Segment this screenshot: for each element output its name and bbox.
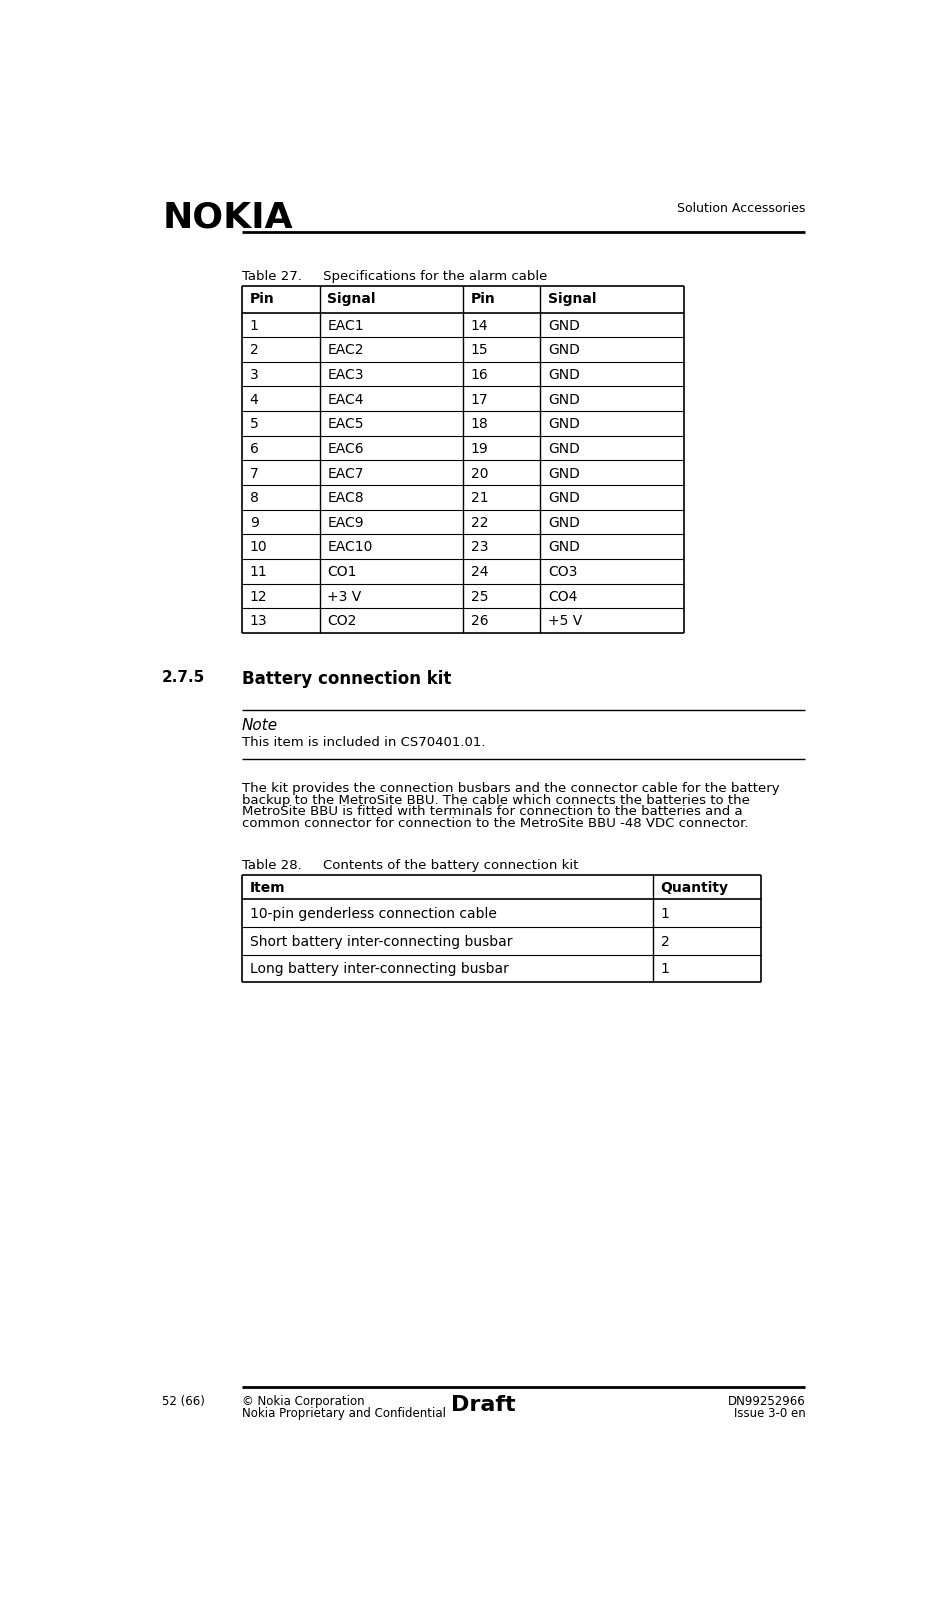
Text: 11: 11 (250, 565, 267, 580)
Text: 21: 21 (471, 492, 488, 505)
Text: 8: 8 (250, 492, 259, 505)
Text: 5: 5 (250, 417, 259, 431)
Text: Pin: Pin (250, 292, 275, 305)
Text: 4: 4 (250, 393, 259, 407)
Text: 2: 2 (661, 934, 669, 949)
Text: 16: 16 (471, 367, 488, 382)
Text: This item is included in CS70401.01.: This item is included in CS70401.01. (242, 736, 485, 749)
Text: MetroSite BBU is fitted with terminals for connection to the batteries and a: MetroSite BBU is fitted with terminals f… (242, 805, 743, 818)
Text: GND: GND (548, 442, 580, 455)
Text: Issue 3-0 en: Issue 3-0 en (733, 1407, 805, 1420)
Text: 2: 2 (250, 343, 259, 358)
Text: Pin: Pin (471, 292, 496, 305)
Text: 9: 9 (250, 516, 259, 530)
Text: CO2: CO2 (328, 615, 357, 628)
Text: 1: 1 (661, 907, 669, 921)
Text: EAC7: EAC7 (328, 466, 363, 481)
Text: 10: 10 (250, 540, 267, 554)
Text: GND: GND (548, 516, 580, 530)
Text: Table 28.     Contents of the battery connection kit: Table 28. Contents of the battery connec… (242, 859, 579, 872)
Text: GND: GND (548, 319, 580, 332)
Text: EAC2: EAC2 (328, 343, 363, 358)
Text: EAC9: EAC9 (328, 516, 363, 530)
Text: 10-pin genderless connection cable: 10-pin genderless connection cable (250, 907, 497, 921)
Text: +5 V: +5 V (548, 615, 582, 628)
Text: DN99252966: DN99252966 (728, 1396, 805, 1409)
Bar (242, 286, 683, 313)
Text: Battery connection kit: Battery connection kit (242, 669, 451, 688)
Text: 26: 26 (471, 615, 488, 628)
Text: CO1: CO1 (328, 565, 357, 580)
Text: Table 27.     Specifications for the alarm cable: Table 27. Specifications for the alarm c… (242, 270, 548, 283)
Text: GND: GND (548, 393, 580, 407)
Text: CO3: CO3 (548, 565, 578, 580)
Text: common connector for connection to the MetroSite BBU -48 VDC connector.: common connector for connection to the M… (242, 818, 749, 830)
Text: CO4: CO4 (548, 589, 578, 604)
Text: Solution Accessories: Solution Accessories (677, 203, 805, 216)
Text: 15: 15 (471, 343, 488, 358)
Text: +3 V: +3 V (328, 589, 362, 604)
Text: Nokia Proprietary and Confidential: Nokia Proprietary and Confidential (242, 1407, 446, 1420)
Bar (242, 875, 761, 899)
Text: EAC6: EAC6 (328, 442, 363, 455)
Text: 3: 3 (250, 367, 259, 382)
Text: 12: 12 (250, 589, 267, 604)
Text: 23: 23 (471, 540, 488, 554)
Text: 2.7.5: 2.7.5 (162, 669, 206, 685)
Text: 24: 24 (471, 565, 488, 580)
Text: 13: 13 (250, 615, 267, 628)
Text: GND: GND (548, 492, 580, 505)
Text: GND: GND (548, 417, 580, 431)
Text: EAC3: EAC3 (328, 367, 363, 382)
Text: GND: GND (548, 367, 580, 382)
Text: 25: 25 (471, 589, 488, 604)
Text: 19: 19 (471, 442, 488, 455)
Text: Item: Item (250, 882, 285, 894)
Text: EAC5: EAC5 (328, 417, 363, 431)
Text: Quantity: Quantity (661, 882, 729, 894)
Text: GND: GND (548, 466, 580, 481)
Text: Note: Note (242, 717, 278, 733)
Text: EAC1: EAC1 (328, 319, 363, 332)
Text: 52 (66): 52 (66) (162, 1396, 205, 1409)
Text: EAC10: EAC10 (328, 540, 373, 554)
Text: Draft: Draft (451, 1396, 516, 1415)
Text: 17: 17 (471, 393, 488, 407)
Text: NOKIA: NOKIA (162, 201, 293, 235)
Text: 7: 7 (250, 466, 259, 481)
Text: 1: 1 (250, 319, 259, 332)
Text: Short battery inter-connecting busbar: Short battery inter-connecting busbar (250, 934, 513, 949)
Text: GND: GND (548, 343, 580, 358)
Text: backup to the MetroSite BBU. The cable which connects the batteries to the: backup to the MetroSite BBU. The cable w… (242, 794, 750, 806)
Text: Signal: Signal (548, 292, 597, 305)
Text: The kit provides the connection busbars and the connector cable for the battery: The kit provides the connection busbars … (242, 783, 780, 795)
Text: 18: 18 (471, 417, 488, 431)
Text: Signal: Signal (328, 292, 376, 305)
Text: GND: GND (548, 540, 580, 554)
Text: 22: 22 (471, 516, 488, 530)
Text: Long battery inter-connecting busbar: Long battery inter-connecting busbar (250, 963, 509, 976)
Text: 20: 20 (471, 466, 488, 481)
Text: 14: 14 (471, 319, 488, 332)
Text: 1: 1 (661, 963, 669, 976)
Text: 6: 6 (250, 442, 259, 455)
Text: © Nokia Corporation: © Nokia Corporation (242, 1396, 364, 1409)
Text: EAC8: EAC8 (328, 492, 363, 505)
Text: EAC4: EAC4 (328, 393, 363, 407)
